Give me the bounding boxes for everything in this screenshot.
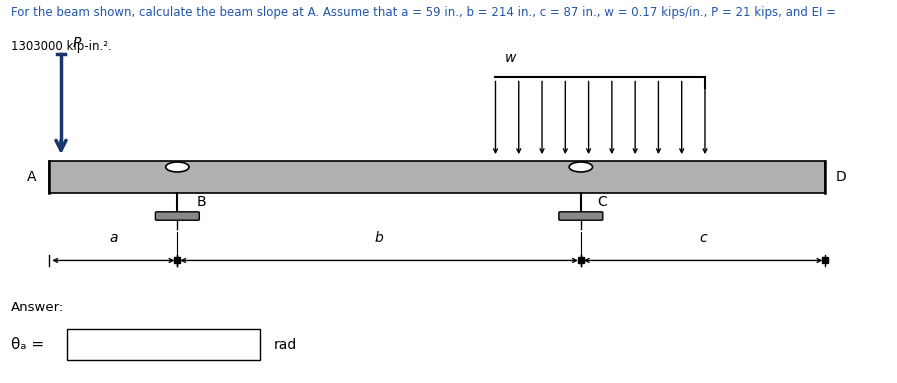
Text: D: D	[836, 170, 847, 184]
Text: C: C	[597, 195, 606, 210]
Bar	[49, 161, 825, 193]
Text: P: P	[73, 36, 81, 50]
Text: c: c	[700, 231, 707, 245]
Text: w: w	[504, 51, 516, 65]
Text: θₐ =: θₐ =	[11, 337, 44, 352]
Circle shape	[166, 162, 189, 172]
Circle shape	[570, 162, 593, 172]
Text: B: B	[197, 195, 206, 210]
Text: b: b	[375, 231, 384, 245]
FancyBboxPatch shape	[559, 212, 603, 220]
Text: For the beam shown, calculate the beam slope at A. Assume that a = 59 in., b = 2: For the beam shown, calculate the beam s…	[11, 6, 836, 19]
Text: A: A	[27, 170, 37, 184]
Text: 1303000 kip-in.².: 1303000 kip-in.².	[11, 40, 111, 53]
Text: rad: rad	[274, 338, 297, 352]
Text: Answer:: Answer:	[11, 301, 64, 314]
FancyBboxPatch shape	[155, 212, 199, 220]
Bar	[67, 329, 260, 360]
Text: a: a	[109, 231, 118, 245]
